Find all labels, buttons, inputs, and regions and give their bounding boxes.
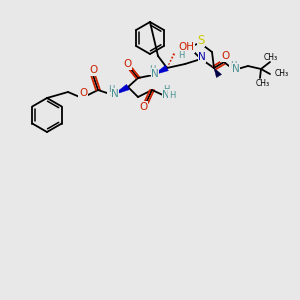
Text: N: N: [162, 90, 170, 100]
Text: H: H: [169, 91, 175, 100]
Polygon shape: [113, 84, 129, 95]
Text: N: N: [151, 69, 159, 79]
Text: CH₃: CH₃: [264, 53, 278, 62]
Text: N: N: [198, 52, 206, 62]
Text: H: H: [230, 61, 236, 70]
Text: O: O: [139, 102, 147, 112]
Text: N: N: [111, 89, 119, 99]
Polygon shape: [214, 68, 221, 78]
Polygon shape: [153, 65, 168, 75]
Text: H: H: [108, 85, 114, 94]
Text: H: H: [163, 85, 169, 94]
Text: O: O: [89, 65, 97, 75]
Text: O: O: [123, 59, 131, 69]
Text: CH₃: CH₃: [256, 79, 270, 88]
Text: OH: OH: [178, 42, 194, 52]
Text: N: N: [232, 64, 240, 74]
Text: CH₃: CH₃: [275, 70, 289, 79]
Text: O: O: [221, 51, 229, 61]
Text: H: H: [149, 65, 155, 74]
Text: H: H: [178, 50, 184, 59]
Text: S: S: [197, 34, 205, 46]
Text: O: O: [79, 88, 87, 98]
